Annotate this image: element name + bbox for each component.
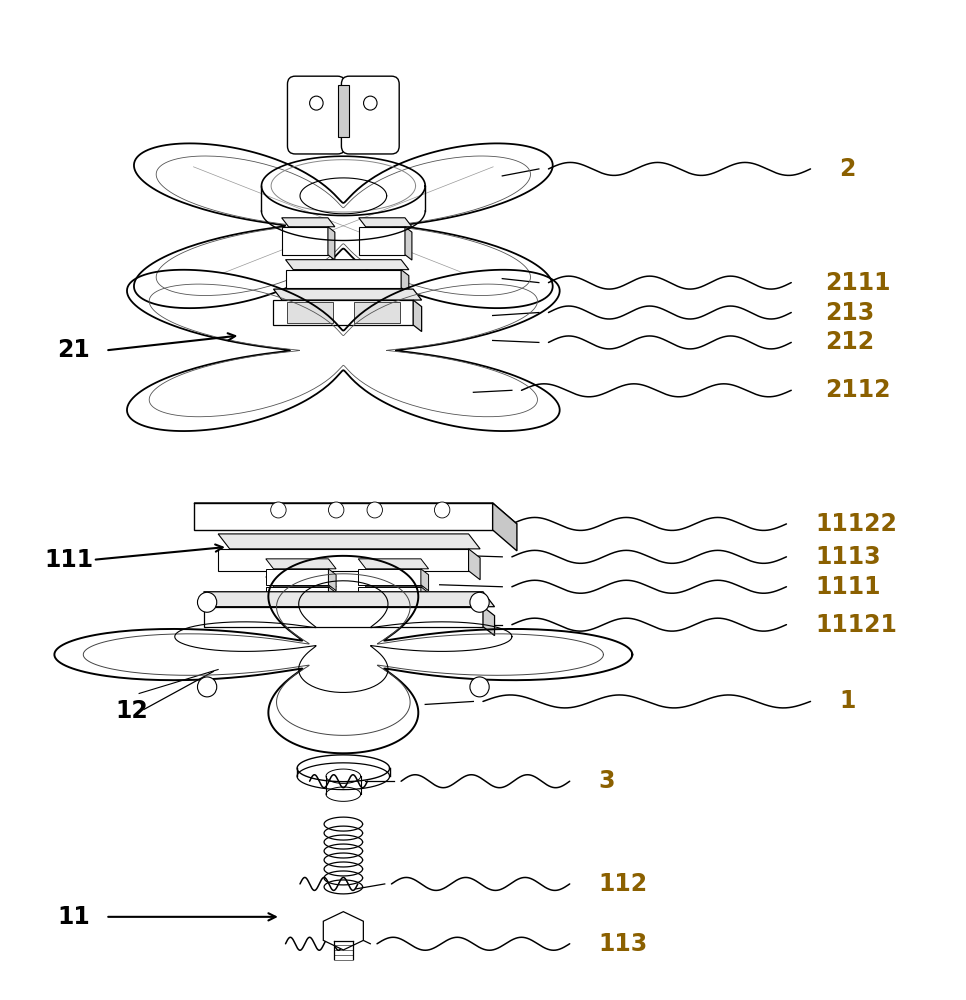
Circle shape [270, 502, 286, 518]
Text: 1111: 1111 [815, 575, 881, 599]
Polygon shape [354, 302, 400, 323]
Polygon shape [358, 227, 405, 255]
Text: 11: 11 [57, 905, 90, 929]
Polygon shape [266, 587, 328, 603]
Polygon shape [218, 534, 480, 549]
Text: 2: 2 [839, 157, 856, 181]
Circle shape [469, 592, 489, 612]
Text: 112: 112 [599, 872, 648, 896]
Text: 12: 12 [115, 699, 148, 723]
Circle shape [363, 96, 377, 110]
Polygon shape [483, 607, 495, 636]
Text: 212: 212 [825, 330, 874, 354]
Polygon shape [286, 270, 401, 288]
Polygon shape [358, 218, 412, 227]
Text: 111: 111 [44, 548, 94, 572]
Text: 11122: 11122 [815, 512, 897, 536]
Text: 1: 1 [839, 689, 856, 713]
Polygon shape [273, 300, 413, 325]
Polygon shape [405, 227, 412, 260]
Polygon shape [358, 587, 421, 603]
Text: 2112: 2112 [825, 378, 891, 402]
Circle shape [197, 592, 216, 612]
Polygon shape [194, 503, 493, 530]
Polygon shape [421, 569, 429, 591]
FancyBboxPatch shape [288, 76, 345, 154]
Polygon shape [337, 85, 349, 137]
Polygon shape [204, 592, 495, 607]
Text: 213: 213 [825, 301, 874, 325]
Text: 11121: 11121 [815, 613, 897, 637]
Circle shape [328, 502, 344, 518]
Polygon shape [266, 559, 336, 569]
Polygon shape [358, 559, 429, 569]
Polygon shape [194, 503, 517, 524]
Polygon shape [273, 289, 421, 300]
FancyBboxPatch shape [341, 76, 399, 154]
Polygon shape [127, 270, 559, 431]
Polygon shape [282, 218, 335, 227]
Polygon shape [134, 143, 553, 308]
Text: 113: 113 [599, 932, 648, 956]
Polygon shape [328, 587, 336, 609]
Polygon shape [287, 302, 332, 323]
Polygon shape [324, 912, 363, 950]
Polygon shape [358, 577, 429, 587]
Polygon shape [282, 227, 327, 255]
Circle shape [469, 677, 489, 697]
Polygon shape [421, 587, 429, 609]
Circle shape [367, 502, 383, 518]
Circle shape [435, 502, 450, 518]
Polygon shape [401, 270, 409, 294]
Polygon shape [218, 549, 469, 571]
Polygon shape [328, 569, 336, 591]
Text: 1113: 1113 [815, 545, 881, 569]
Polygon shape [204, 607, 483, 627]
Polygon shape [327, 227, 335, 260]
Polygon shape [493, 503, 517, 551]
Text: 3: 3 [599, 769, 615, 793]
Polygon shape [286, 260, 409, 270]
Polygon shape [358, 569, 421, 585]
Polygon shape [266, 577, 336, 587]
Text: 21: 21 [57, 338, 90, 362]
Polygon shape [413, 300, 421, 332]
Text: 2111: 2111 [825, 271, 891, 295]
Circle shape [310, 96, 323, 110]
Polygon shape [266, 569, 328, 585]
Circle shape [197, 677, 216, 697]
Polygon shape [469, 549, 480, 580]
Polygon shape [54, 556, 633, 753]
